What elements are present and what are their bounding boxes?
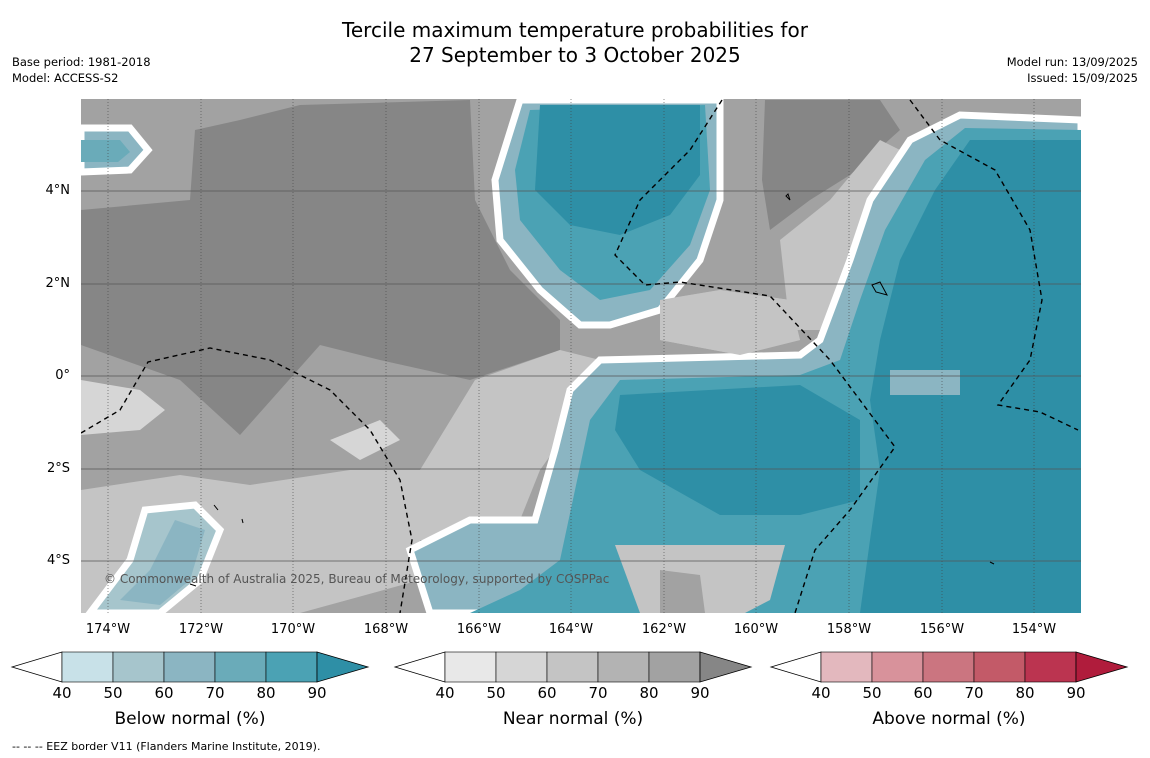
near-colorbar-segment-3 xyxy=(597,651,650,683)
copyright-notice: © Commonwealth of Australia 2025, Bureau… xyxy=(104,572,610,586)
cb-below-tick-60: 60 xyxy=(154,684,174,702)
near-colorbar-segment-1 xyxy=(495,651,548,683)
latitude-lines xyxy=(81,190,1081,562)
near-colorbar-segment-4 xyxy=(648,651,701,683)
near-normal-light-region-center xyxy=(420,350,600,540)
below-colorbar-high-extend xyxy=(316,651,370,683)
title-line-1: Tercile maximum temperature probabilitie… xyxy=(342,18,808,42)
cb-below-tick-70: 70 xyxy=(205,684,225,702)
cb-below-label: Below normal (%) xyxy=(114,709,266,729)
map-title: Tercile maximum temperature probabilitie… xyxy=(0,18,1150,68)
cb-near-tick-60: 60 xyxy=(537,684,557,702)
cb-above-label: Above normal (%) xyxy=(872,709,1026,729)
above-colorbar-low-extend xyxy=(769,651,822,683)
cb-near-tick-40: 40 xyxy=(435,684,455,702)
below-normal-region-center-core xyxy=(615,385,860,515)
near-colorbar-segment-0 xyxy=(444,651,497,683)
cb-below-tick-50: 50 xyxy=(103,684,123,702)
islands xyxy=(189,193,995,587)
colorbar-below-normal xyxy=(10,651,370,683)
above-colorbar-segment-2 xyxy=(922,651,975,683)
base-period: Base period: 1981-2018 xyxy=(12,55,151,69)
cb-near-tick-80: 80 xyxy=(639,684,659,702)
lon-label-164w: 164°W xyxy=(548,622,594,637)
cb-above-tick-40: 40 xyxy=(811,684,831,702)
lon-label-156w: 156°W xyxy=(919,622,965,637)
below-normal-region-northwest-core xyxy=(81,140,130,162)
issued-date: Issued: 15/09/2025 xyxy=(1027,71,1138,85)
near-normal-pale-region-west xyxy=(81,380,165,435)
lon-label-162w: 162°W xyxy=(641,622,687,637)
title-line-2: 27 September to 3 October 2025 xyxy=(409,43,741,67)
lon-label-154w: 154°W xyxy=(1011,622,1057,637)
lat-label-4s: 4°S xyxy=(46,553,70,568)
cb-above-tick-80: 80 xyxy=(1015,684,1035,702)
near-normal-light-region-ne xyxy=(780,140,900,330)
colorbar-above-normal xyxy=(769,651,1129,683)
near-normal-dark-region-northeast xyxy=(762,100,900,230)
eez-borders xyxy=(81,99,1079,613)
below-colorbar-segment-2 xyxy=(163,651,216,683)
lon-label-168w: 168°W xyxy=(363,622,409,637)
below-colorbar-segment-0 xyxy=(61,651,114,683)
lon-label-160w: 160°W xyxy=(733,622,779,637)
above-colorbar-segment-3 xyxy=(973,651,1026,683)
lat-label-2s: 2°S xyxy=(46,461,70,476)
near-colorbar-low-extend xyxy=(393,651,446,683)
below-colorbar-segment-4 xyxy=(265,651,318,683)
cb-near-label: Near normal (%) xyxy=(502,709,644,729)
below-colorbar-low-extend xyxy=(10,651,63,683)
cb-above-tick-60: 60 xyxy=(913,684,933,702)
lat-label-4n: 4°N xyxy=(45,183,71,198)
near-normal-patch-east-mid xyxy=(660,290,800,355)
near-normal-patch-south xyxy=(660,570,705,613)
below-normal-region-north-core xyxy=(535,105,700,235)
lat-label-0: 0° xyxy=(55,368,70,383)
cb-below-tick-80: 80 xyxy=(256,684,276,702)
cb-above-tick-50: 50 xyxy=(862,684,882,702)
near-normal-pale-region-center xyxy=(330,420,400,460)
cb-below-tick-90: 90 xyxy=(307,684,327,702)
cb-near-tick-50: 50 xyxy=(486,684,506,702)
lon-label-166w: 166°W xyxy=(456,622,502,637)
lon-label-170w: 170°W xyxy=(270,622,316,637)
cb-below-tick-40: 40 xyxy=(52,684,72,702)
above-colorbar-segment-1 xyxy=(871,651,924,683)
cb-near-tick-90: 90 xyxy=(690,684,710,702)
model-name: Model: ACCESS-S2 xyxy=(12,71,119,85)
below-normal-pale-patch-east xyxy=(890,370,960,395)
near-colorbar-high-extend xyxy=(699,651,753,683)
colorbar-near-normal xyxy=(393,651,753,683)
below-normal-region-southwest-core xyxy=(120,520,205,605)
above-colorbar-high-extend xyxy=(1075,651,1129,683)
lon-label-174w: 174°W xyxy=(85,622,131,637)
map-field xyxy=(81,99,1081,613)
below-normal-region-east-core xyxy=(860,140,1081,613)
below-colorbar-segment-3 xyxy=(214,651,267,683)
above-colorbar-segment-0 xyxy=(820,651,873,683)
near-colorbar-segment-2 xyxy=(546,651,599,683)
cb-near-tick-70: 70 xyxy=(588,684,608,702)
lon-label-158w: 158°W xyxy=(826,622,872,637)
lat-label-2n: 2°N xyxy=(45,276,71,291)
lon-label-172w: 172°W xyxy=(178,622,224,637)
below-colorbar-segment-1 xyxy=(112,651,165,683)
eez-footnote: -- -- -- EEZ border V11 (Flanders Marine… xyxy=(12,740,321,753)
above-colorbar-segment-4 xyxy=(1024,651,1077,683)
meta-left: Base period: 1981-2018 Model: ACCESS-S2 xyxy=(12,54,151,86)
meta-right: Model run: 13/09/2025 Issued: 15/09/2025 xyxy=(1007,54,1138,86)
cb-above-tick-70: 70 xyxy=(964,684,984,702)
model-run: Model run: 13/09/2025 xyxy=(1006,55,1138,69)
colorbars xyxy=(10,651,1129,683)
cb-above-tick-90: 90 xyxy=(1066,684,1086,702)
